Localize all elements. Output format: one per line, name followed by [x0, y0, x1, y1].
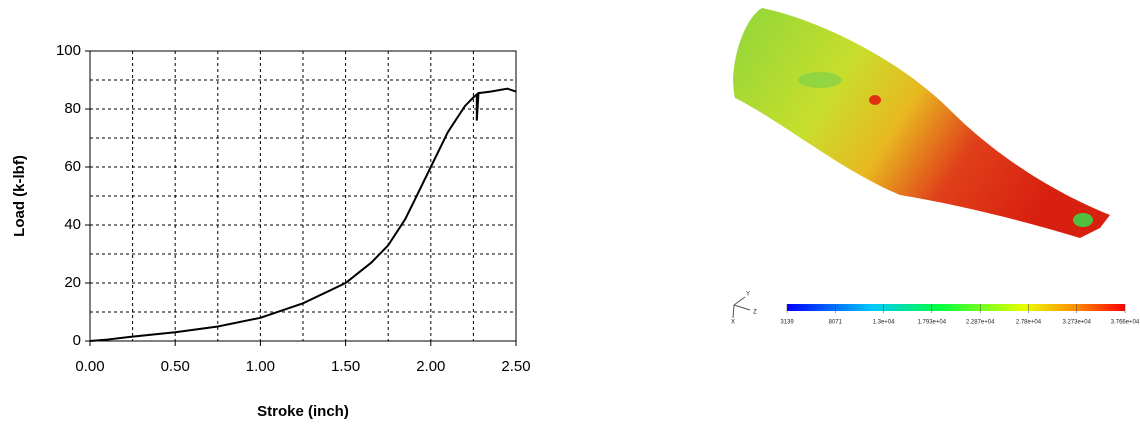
colorbar-label: 1.3e+04	[873, 320, 896, 326]
colorbar-label: 1.793e+04	[918, 320, 947, 326]
fea-model	[733, 8, 1110, 238]
triad	[733, 297, 750, 318]
page: 0 20 40 60 80 100 0.00 0.50 1.00 1.50 2.00 2.50 Str…	[0, 0, 1140, 423]
y-tick-label: 20	[64, 274, 81, 291]
x-tick-label: 2.50	[501, 358, 530, 375]
y-tick-label: 80	[64, 100, 81, 117]
y-tick-label: 0	[73, 332, 81, 349]
colorbar-label: 2.78e+04	[1016, 320, 1042, 326]
colorbar-label: 3.273e+04	[1062, 320, 1091, 326]
fea-patch	[1073, 213, 1093, 227]
y-tick-label: 40	[64, 216, 81, 233]
colorbar-label: 2.287e+04	[966, 320, 995, 326]
x-tick-label: 1.00	[246, 358, 275, 375]
triad-label: X	[731, 320, 735, 326]
x-axis-title: Stroke (inch)	[257, 403, 349, 420]
fea-patch	[798, 72, 842, 88]
y-axis-title: Load (k-lbf)	[11, 155, 28, 237]
x-tick-label: 1.50	[331, 358, 360, 375]
y-tick-label: 60	[64, 158, 81, 175]
triad-label: Z	[753, 310, 757, 316]
colorbar-label: 3139	[780, 320, 794, 326]
colorbar	[787, 304, 1125, 311]
x-tick-label: 2.00	[416, 358, 445, 375]
triad-label: Y	[746, 292, 750, 298]
colorbar-label: 8071	[829, 320, 843, 326]
fea-patch	[869, 95, 881, 105]
x-tick-label: 0.50	[161, 358, 190, 375]
x-tick-label: 0.00	[75, 358, 104, 375]
y-tick-label: 100	[56, 42, 81, 59]
colorbar-label: 3.766e+04	[1111, 320, 1140, 326]
